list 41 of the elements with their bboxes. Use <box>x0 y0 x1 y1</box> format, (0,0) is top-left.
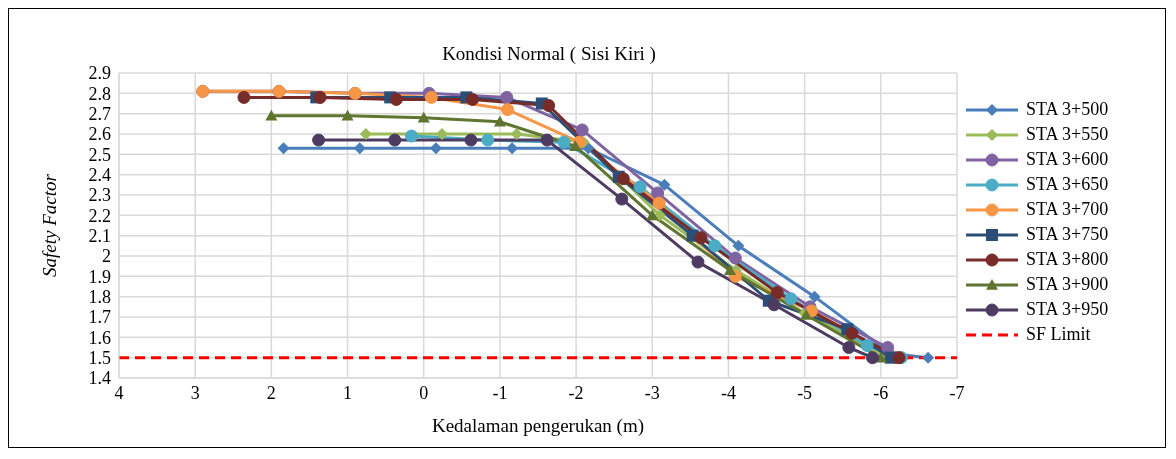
x-tick-label: 0 <box>419 382 429 403</box>
y-axis-title: Safety Factor <box>38 173 60 277</box>
y-tick-label: 2.7 <box>88 104 111 125</box>
x-tick-label: -3 <box>644 382 660 403</box>
y-tick-label: 2 <box>102 246 111 267</box>
x-tick-label: 1 <box>343 382 353 403</box>
y-tick-label: 2.4 <box>88 165 111 186</box>
x-tick-label: -6 <box>873 382 889 403</box>
y-tick-label: 1.6 <box>88 327 111 348</box>
x-tick-label: 3 <box>190 382 200 403</box>
x-tick-label: 2 <box>266 382 276 403</box>
y-tick-label: 1.8 <box>88 287 111 308</box>
legend-label: STA 3+700 <box>1026 199 1109 220</box>
y-tick-label: 1.4 <box>88 368 111 389</box>
y-tick-label: 2.9 <box>88 63 111 84</box>
legend-label: STA 3+900 <box>1026 274 1109 295</box>
x-tick-label: -5 <box>797 382 813 403</box>
y-tick-label: 2.8 <box>88 83 111 104</box>
x-tick-label: -7 <box>949 382 965 403</box>
x-tick-label: -4 <box>720 382 736 403</box>
x-tick-label: 4 <box>114 382 124 403</box>
legend-label: STA 3+750 <box>1026 224 1109 245</box>
legend-label: SF Limit <box>1026 324 1091 345</box>
y-tick-label: 1.9 <box>88 266 111 287</box>
x-axis-title: Kedalaman pengerukan (m) <box>431 415 645 437</box>
chart-title: Kondisi Normal ( Sisi Kiri ) <box>441 43 657 65</box>
legend-label: STA 3+950 <box>1026 299 1109 320</box>
y-tick-label: 1.5 <box>88 348 111 369</box>
y-tick-label: 2.6 <box>88 124 111 145</box>
legend-label: STA 3+500 <box>1026 99 1109 120</box>
y-tick-label: 1.7 <box>88 307 111 328</box>
x-tick-label: -1 <box>492 382 508 403</box>
legend-label: STA 3+650 <box>1026 174 1109 195</box>
x-tick-label: -2 <box>568 382 584 403</box>
legend-label: STA 3+600 <box>1026 149 1109 170</box>
y-tick-label: 2.3 <box>88 185 111 206</box>
legend-label: STA 3+800 <box>1026 249 1109 270</box>
y-tick-label: 2.5 <box>88 144 111 165</box>
legend-label: STA 3+550 <box>1026 124 1109 145</box>
y-tick-label: 2.2 <box>88 205 111 226</box>
y-tick-label: 2.1 <box>88 226 111 247</box>
